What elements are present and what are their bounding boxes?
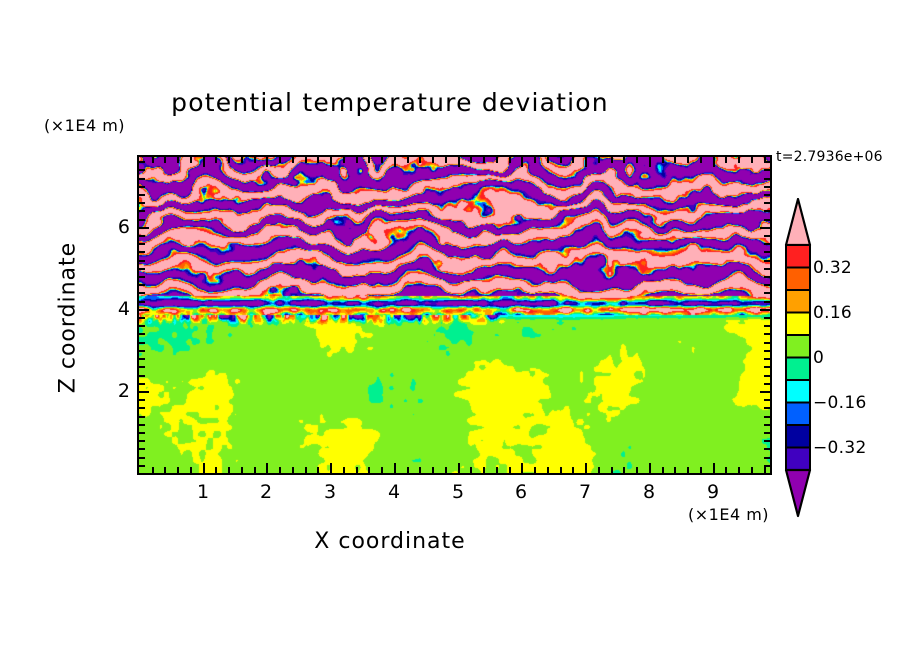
page-title: potential temperature deviation: [171, 88, 609, 117]
colorbar-band: [785, 334, 811, 359]
x-tick-label: 9: [706, 481, 720, 503]
y-axis-title: Z coordinate: [55, 241, 81, 394]
colorbar-band: [785, 446, 811, 471]
y-tick-label: 4: [117, 298, 130, 320]
colorbar-over-arrow: [784, 198, 812, 247]
x-tick-label: 4: [387, 481, 401, 503]
colorbar-tick-label: 0.32: [813, 257, 853, 278]
colorbar-band: [785, 424, 811, 449]
colorbar-band: [785, 311, 811, 336]
timestamp-label: t=2.7936e+06: [776, 149, 883, 165]
x-tick-label: 7: [578, 481, 592, 503]
colorbar-tick-label: −0.16: [813, 392, 867, 413]
colorbar-tick-label: 0: [813, 347, 825, 368]
y-tick-label: 6: [117, 216, 130, 238]
heatmap-plot-area: [137, 155, 772, 475]
colorbar-band: [785, 266, 811, 291]
colorbar-band: [785, 356, 811, 381]
colorbar: 0.32 0.16 0 −0.16 −0.32: [783, 198, 866, 523]
y-tick-label: 2: [117, 380, 130, 402]
colorbar-tick-label: −0.32: [813, 437, 867, 458]
colorbar-under-arrow: [784, 468, 812, 518]
x-tick-label: 3: [323, 481, 337, 503]
x-tick-label: 5: [451, 481, 465, 503]
colorbar-band: [785, 379, 811, 404]
x-axis-unit-label: (×1E4 m): [688, 505, 770, 524]
x-tick-label: 1: [196, 481, 210, 503]
z-axis-unit-label: (×1E4 m): [44, 116, 126, 135]
colorbar-band: [785, 289, 811, 314]
x-tick-label: 6: [514, 481, 528, 503]
colorbar-band: [785, 244, 811, 269]
colorbar-swatches: [784, 198, 812, 518]
x-tick-label: 8: [642, 481, 656, 503]
colorbar-band: [785, 401, 811, 426]
x-tick-label: 2: [259, 481, 273, 503]
colorbar-tick-label: 0.16: [813, 302, 853, 323]
x-axis-title: X coordinate: [314, 529, 466, 554]
heatmap-field-canvas: [139, 157, 770, 473]
